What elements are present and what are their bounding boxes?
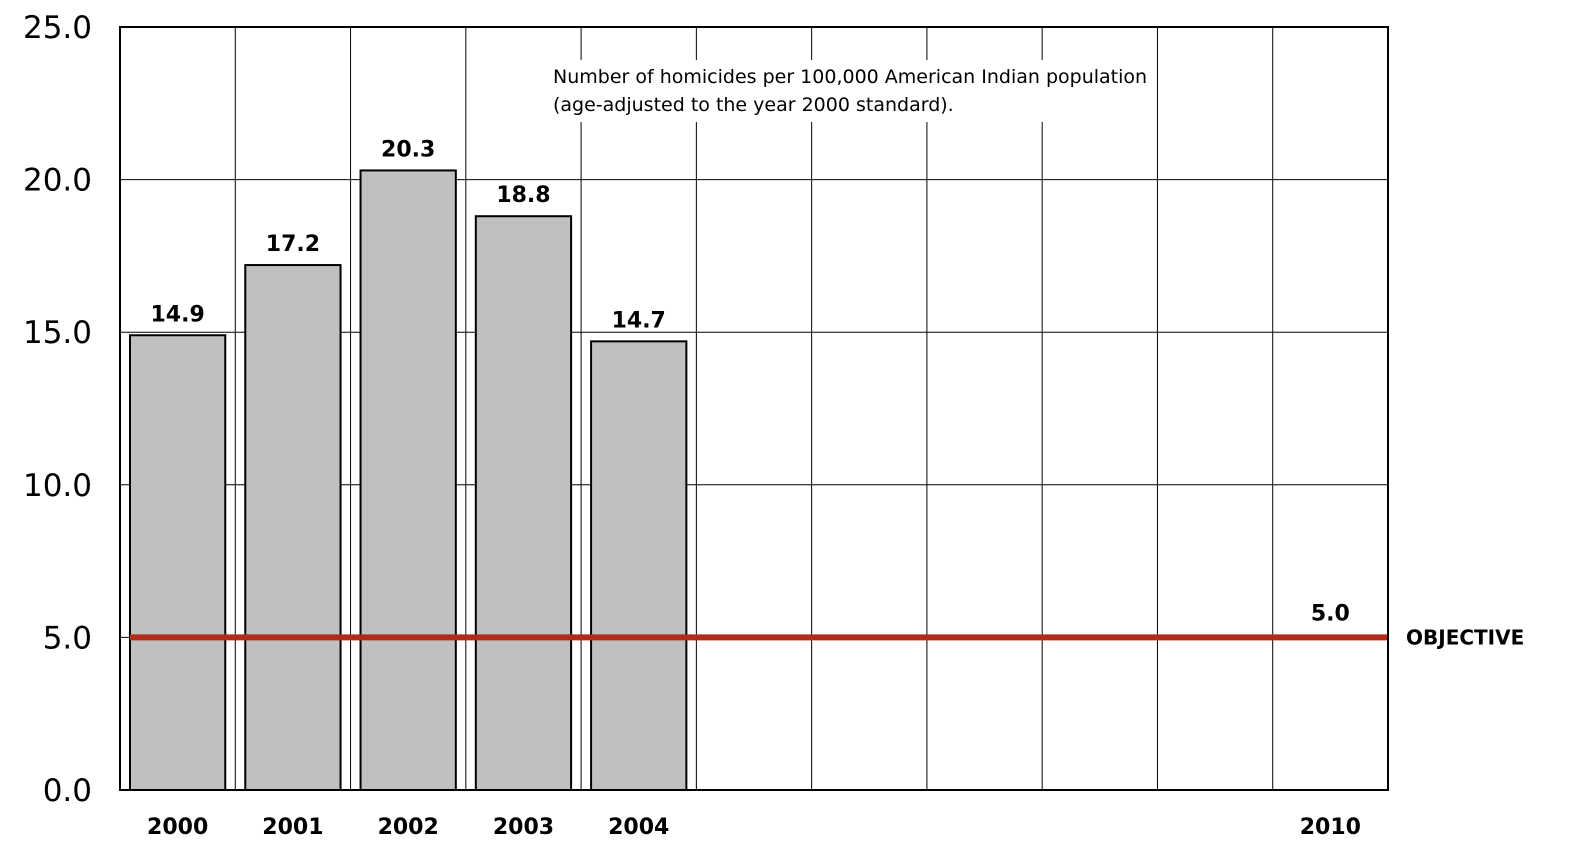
x-tick-label-2002: 2002 [378,815,439,840]
annotation: Number of homicides per 100,000 American… [545,60,1156,122]
data-label-2003: 18.8 [496,183,550,208]
annotation-line-2: (age-adjusted to the year 2000 standard)… [553,94,954,116]
y-tick-label-3: 15.0 [23,315,92,351]
objective-group: 5.0 OBJECTIVE [130,601,1524,649]
bar-2001 [244,264,342,791]
y-tick-label-0: 0.0 [43,773,92,809]
objective-value-label: 5.0 [1311,601,1350,626]
data-label-2004: 14.7 [612,308,666,333]
x-tick-label-2003: 2003 [493,815,554,840]
plot-frame [119,26,1389,791]
bars [129,169,688,792]
bar-2002 [359,169,457,792]
data-label-2000: 14.9 [150,302,204,327]
y-tick-label-1: 5.0 [43,620,92,656]
objective-label: OBJECTIVE [1406,625,1524,649]
x-tick-label-2000: 2000 [147,815,208,840]
bar-2003 [474,215,573,791]
y-tick-label-5: 25.0 [23,10,92,46]
y-axis-tick-labels: 0.0 5.0 10.0 15.0 20.0 25.0 [23,10,92,809]
x-tick-label-2010: 2010 [1300,815,1361,840]
data-label-2002: 20.3 [381,137,435,162]
y-tick-label-2: 10.0 [23,468,92,504]
x-tick-label-2004: 2004 [608,815,669,840]
x-axis-tick-labels: 2000 2001 2002 2003 2004 2010 [147,815,1361,840]
annotation-background [545,60,1156,122]
data-label-2001: 17.2 [266,232,320,257]
bar-2000 [129,334,227,791]
data-labels: 14.9 17.2 20.3 18.8 14.7 [150,137,665,333]
y-tick-label-4: 20.0 [23,163,92,199]
x-tick-label-2001: 2001 [262,815,323,840]
bar-2004 [590,340,688,791]
annotation-line-1: Number of homicides per 100,000 American… [553,66,1147,88]
